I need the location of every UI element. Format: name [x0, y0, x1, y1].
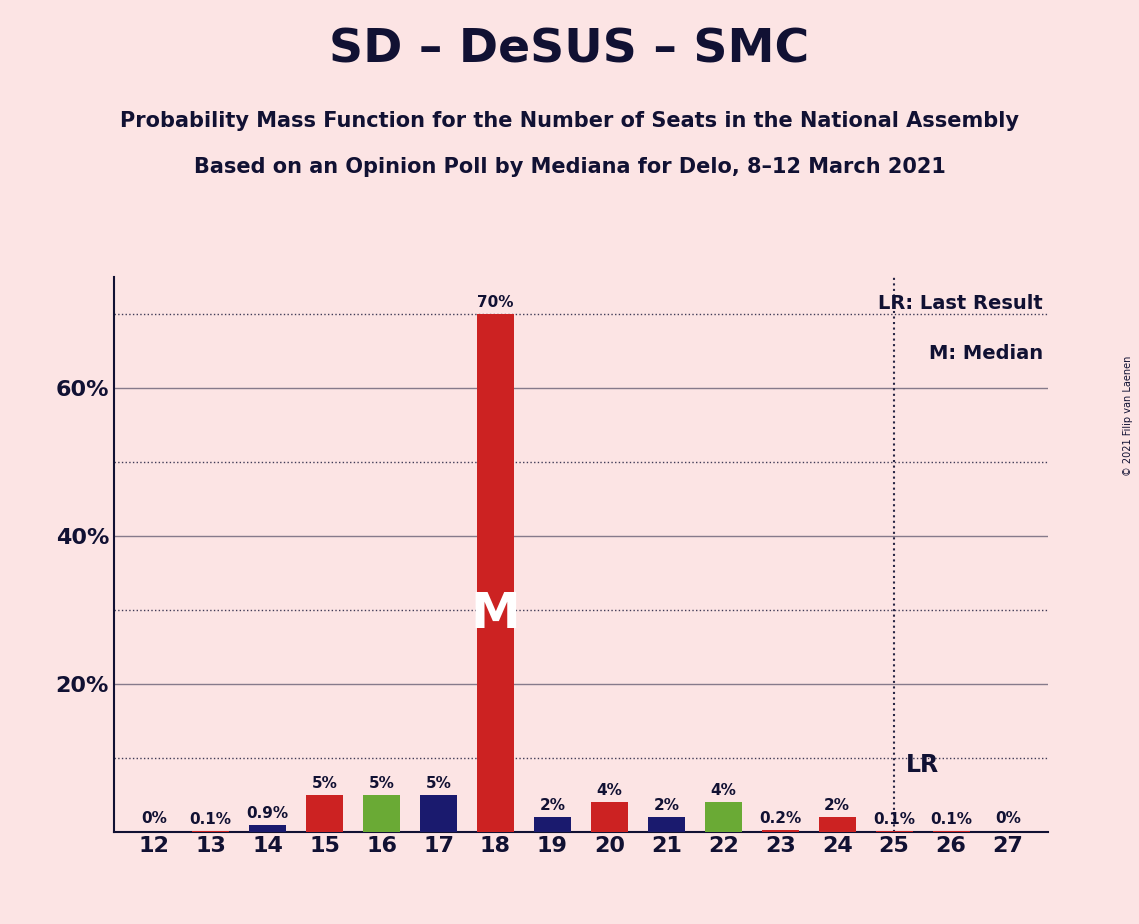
Bar: [477, 314, 514, 832]
Text: 0.9%: 0.9%: [247, 807, 288, 821]
Bar: [534, 817, 571, 832]
Bar: [249, 825, 286, 832]
Text: 0.1%: 0.1%: [931, 812, 972, 827]
Bar: [705, 802, 741, 832]
Bar: [819, 817, 855, 832]
Bar: [306, 795, 343, 832]
Text: 4%: 4%: [597, 784, 622, 798]
Bar: [591, 802, 628, 832]
Bar: [762, 830, 798, 832]
Text: 0%: 0%: [995, 810, 1021, 826]
Text: 4%: 4%: [711, 784, 736, 798]
Text: 0%: 0%: [141, 810, 166, 826]
Text: LR: LR: [906, 753, 939, 777]
Bar: [363, 795, 400, 832]
Text: 0.1%: 0.1%: [874, 812, 915, 827]
Text: 0.2%: 0.2%: [759, 811, 802, 826]
Text: M: Median: M: Median: [929, 344, 1043, 363]
Text: 70%: 70%: [477, 296, 514, 310]
Text: 2%: 2%: [540, 798, 565, 813]
Text: M: M: [470, 590, 521, 638]
Text: 5%: 5%: [312, 776, 337, 791]
Text: LR: Last Result: LR: Last Result: [878, 294, 1043, 313]
Text: 2%: 2%: [654, 798, 679, 813]
Text: Probability Mass Function for the Number of Seats in the National Assembly: Probability Mass Function for the Number…: [120, 111, 1019, 131]
Text: © 2021 Filip van Laenen: © 2021 Filip van Laenen: [1123, 356, 1133, 476]
Text: 2%: 2%: [825, 798, 850, 813]
Text: 5%: 5%: [426, 776, 451, 791]
Bar: [648, 817, 685, 832]
Text: Based on an Opinion Poll by Mediana for Delo, 8–12 March 2021: Based on an Opinion Poll by Mediana for …: [194, 157, 945, 177]
Text: SD – DeSUS – SMC: SD – DeSUS – SMC: [329, 28, 810, 73]
Bar: [420, 795, 457, 832]
Text: 5%: 5%: [369, 776, 394, 791]
Text: 0.1%: 0.1%: [190, 812, 231, 827]
